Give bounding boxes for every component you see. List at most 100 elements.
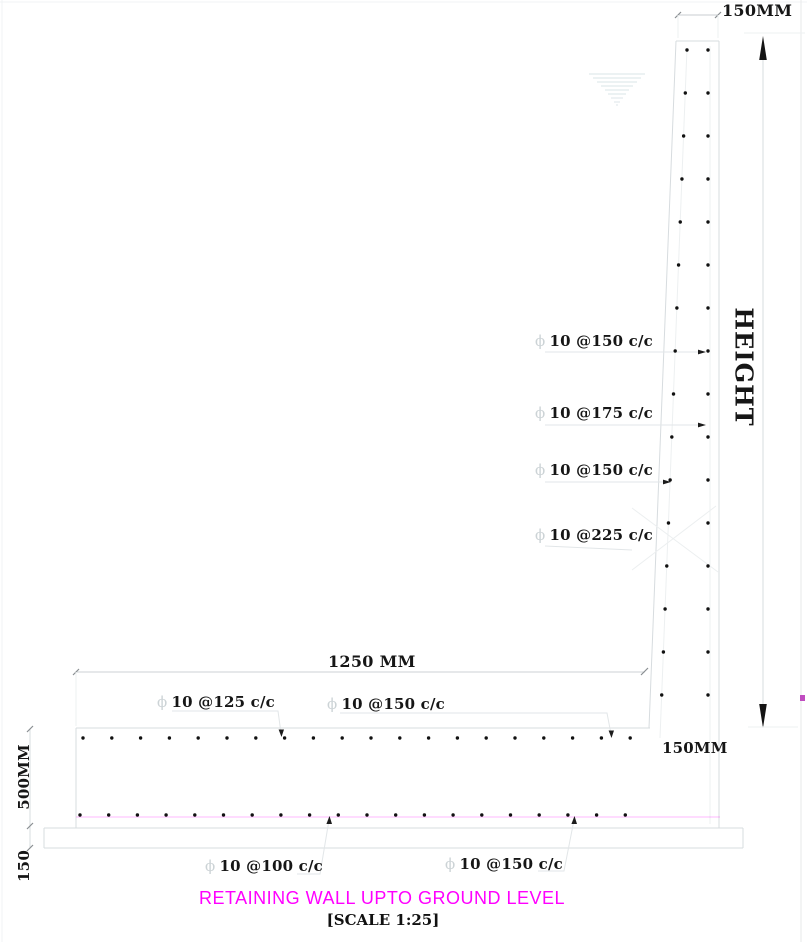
rebar-dot [671,392,676,396]
rebar-dot [422,813,427,817]
rebar-dot [193,813,197,817]
rebar-dot [167,736,172,740]
scale-note: [SCALE 1:25] [326,911,440,929]
rebar-dot [706,306,710,310]
footing-depth-label: 500MM [15,744,33,810]
rebar-dot [706,263,710,267]
rebar-dot [666,521,671,525]
wall-callout-2: ϕ 10 @175 c/c [535,404,653,422]
rebar-dot [706,134,710,138]
rebar-dot [676,263,681,267]
rebar-dot [307,813,312,817]
rebar-dot [685,48,689,52]
diameter-symbol: ϕ [535,404,546,422]
diameter-symbol: ϕ [205,857,216,875]
rebar-dot [570,736,575,740]
wall-callout-1: ϕ 10 @150 c/c [535,332,653,350]
rebar-dot [566,813,570,817]
footing-top-callout-1: ϕ 10 @125 c/c [157,693,275,711]
diameter-symbol: ϕ [535,461,546,479]
footing-bottom-callout-1: ϕ 10 @100 c/c [205,857,323,875]
water-level-icon [589,73,645,106]
rebar-dot [81,736,85,740]
footing-bottom-leaders [297,819,575,875]
footing-outline [43,727,744,849]
rebar-dot [668,478,672,482]
rebar-dot [78,813,82,817]
top-width-label: 150MM [722,1,793,20]
wall-callout-3-text: 10 @150 c/c [549,461,654,479]
footing-top-callout-1-text: 10 @125 c/c [171,693,276,711]
rebar-dot [537,813,541,817]
rebar-dot [394,813,398,817]
rebar-dot [279,813,283,817]
rebar-dot [451,813,455,817]
rebar-dot [340,736,344,740]
footing-top-callout-2-text: 10 @150 c/c [341,695,446,713]
rebar-dot [254,736,258,740]
footing-width-label: 1250 MM [328,652,416,671]
rebar-dot [311,736,316,740]
rebar-dot [484,736,488,740]
wall-callout-leaders [544,351,719,573]
rebar-dot [706,392,710,396]
top-width-dimension [674,11,722,38]
rebar-dot [542,736,546,740]
rebar-dot [706,177,710,181]
wall-callout-1-text: 10 @150 c/c [549,332,654,350]
rebar-dot [110,736,114,740]
height-dimension [744,32,805,728]
rebar-dot [508,813,513,817]
rebar-dot [398,736,402,740]
rebar-dot [673,349,677,353]
rebar-dot [665,564,669,568]
rebar-dot [623,813,627,817]
footing-bottom-callout-1-text: 10 @100 c/c [219,857,324,875]
rebar-dots [78,48,710,817]
footing-width-dimension [72,667,649,726]
rebar-dot [706,607,710,611]
rebar-dot [336,813,340,817]
footing-top-callout-2: ϕ 10 @150 c/c [327,695,445,713]
rebar-dot [706,693,710,697]
rebar-dot [706,478,710,482]
diameter-symbol: ϕ [535,332,546,350]
rebar-dot [706,564,710,568]
rebar-dot [678,220,682,224]
footing-top-leader-arrows [278,729,614,738]
height-label: HEIGHT [729,307,759,427]
rebar-dot [455,736,460,740]
rebar-dot [663,607,667,611]
wall-leader-arrows [663,349,706,485]
wall-callout-4-text: 10 @225 c/c [549,526,654,544]
rebar-dot [661,650,666,654]
rebar-dot [670,435,674,439]
wall-callout-3: ϕ 10 @150 c/c [535,461,653,479]
rebar-dot [426,736,431,740]
rebar-dot [706,91,710,95]
rebar-dot [675,306,679,310]
lean-slab-depth-label: 150 [15,850,33,882]
rebar-dot [138,736,143,740]
rebar-dot [599,736,604,740]
rebar-dot [706,349,710,353]
diameter-symbol: ϕ [535,526,546,544]
footing-bottom-callout-2-text: 10 @150 c/c [459,855,564,873]
rebar-dot [628,736,632,740]
rebar-dot [513,736,517,740]
left-depth-dimensions [26,725,34,852]
drawing-title: RETAINING WALL UPTO GROUND LEVEL [198,888,566,908]
rebar-dot [365,813,369,817]
rebar-dot [196,736,200,740]
rebar-dot [681,134,686,138]
rebar-dot [706,435,710,439]
diameter-symbol: ϕ [327,695,338,713]
rebar-dot [706,650,710,654]
footing-bottom-leader-arrows [326,816,577,824]
rebar-dot [221,813,226,817]
diameter-symbol: ϕ [157,693,168,711]
rebar-dot [135,813,140,817]
rebar-dot [706,521,710,525]
